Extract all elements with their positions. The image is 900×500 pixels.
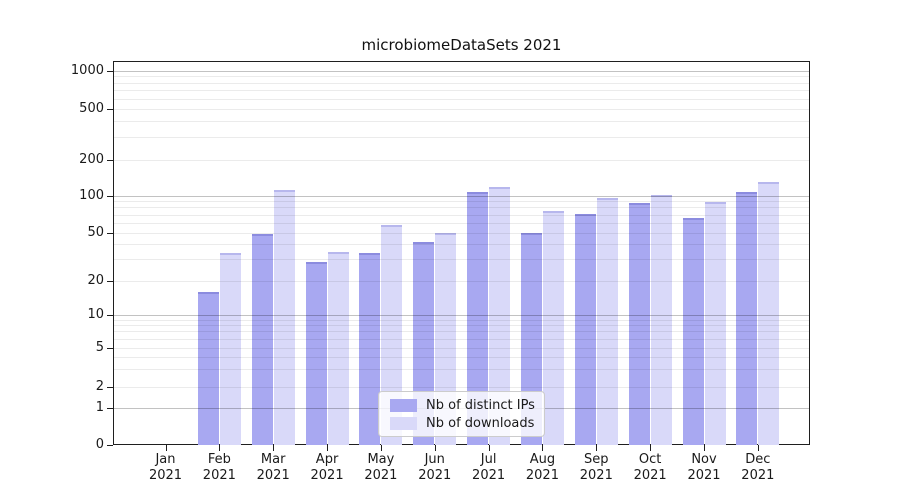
y-tick-label-1000: 1000 <box>70 63 104 78</box>
x-tick-label-apr-2021: Apr 2021 <box>310 452 344 483</box>
x-tick-label-jan-2021: Jan 2021 <box>148 452 183 483</box>
x-tick-label-sep-2021: Sep 2021 <box>579 452 613 483</box>
legend-swatch-distinct-ips <box>390 398 417 412</box>
x-tick-mark <box>380 445 382 451</box>
legend-item-downloads: Nb of downloads <box>390 416 536 431</box>
x-tick-label-aug-2021: Aug 2021 <box>525 452 559 483</box>
y-tick-mark <box>107 445 113 446</box>
x-tick-label-may-2021: May 2021 <box>364 452 398 483</box>
x-tick-mark <box>596 445 598 451</box>
legend-label-distinct-ips: Nb of distinct IPs <box>426 397 535 413</box>
plot-area <box>113 61 810 445</box>
y-tick-label-1: 1 <box>95 400 104 415</box>
y-tick-label-500: 500 <box>79 101 104 116</box>
y-tick-label-200: 200 <box>79 152 104 167</box>
x-tick-mark <box>273 445 275 451</box>
x-tick-label-oct-2021: Oct 2021 <box>633 452 667 483</box>
x-tick-mark <box>650 445 652 451</box>
x-tick-mark <box>542 445 544 451</box>
y-tick-label-2: 2 <box>95 379 104 394</box>
legend-item-distinct-ips: Nb of distinct IPs <box>390 398 536 413</box>
y-tick-label-50: 50 <box>87 225 104 240</box>
x-tick-mark <box>219 445 221 451</box>
x-tick-label-feb-2021: Feb 2021 <box>202 452 236 483</box>
x-tick-mark <box>434 445 436 451</box>
x-tick-mark <box>704 445 705 451</box>
x-tick-label-dec-2021: Dec 2021 <box>741 452 775 483</box>
y-tick-label-10: 10 <box>87 307 104 322</box>
legend: Nb of distinct IPs Nb of downloads <box>378 391 545 437</box>
x-tick-mark <box>327 445 329 451</box>
chart-title: microbiomeDataSets 2021 <box>361 36 562 54</box>
y-tick-label-5: 5 <box>95 340 104 355</box>
y-tick-label-20: 20 <box>87 273 104 288</box>
legend-swatch-downloads <box>390 416 417 430</box>
x-tick-label-jun-2021: Jun 2021 <box>418 452 452 483</box>
y-tick-label-100: 100 <box>79 188 104 203</box>
x-tick-label-jul-2021: Jul 2021 <box>472 452 506 483</box>
legend-label-downloads: Nb of downloads <box>426 415 535 431</box>
x-tick-mark <box>488 445 490 451</box>
x-tick-mark <box>757 445 759 451</box>
x-tick-label-mar-2021: Mar 2021 <box>256 452 290 483</box>
y-tick-label-0: 0 <box>95 437 104 452</box>
x-tick-label-nov-2021: Nov 2021 <box>687 452 721 483</box>
x-tick-mark <box>165 445 167 451</box>
